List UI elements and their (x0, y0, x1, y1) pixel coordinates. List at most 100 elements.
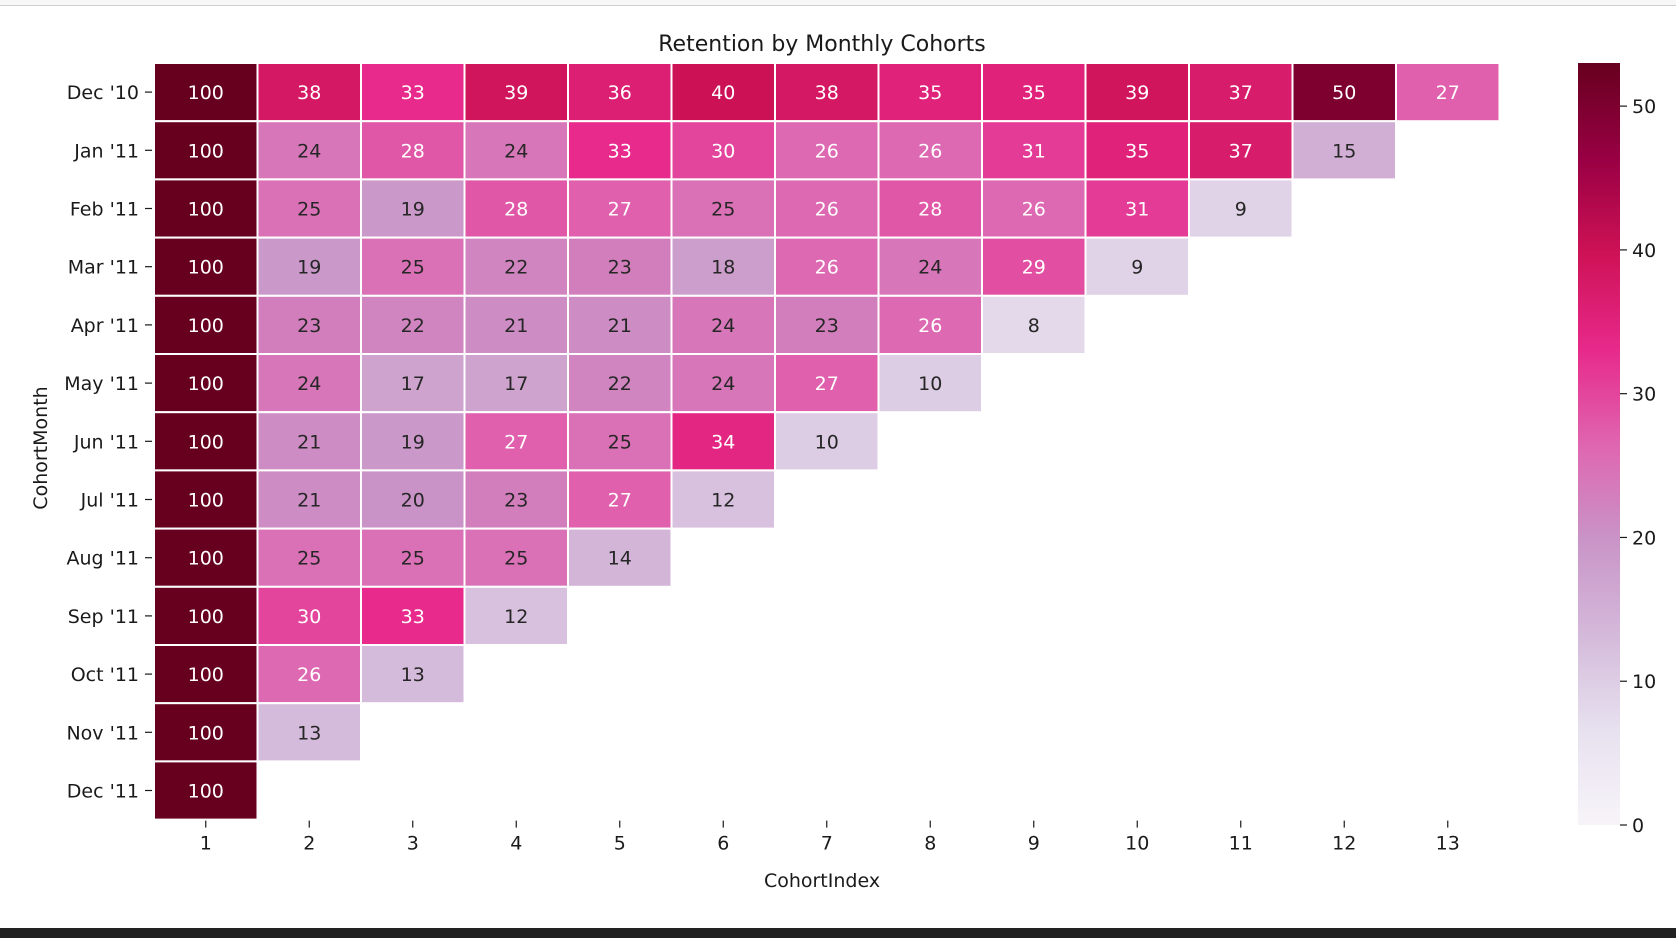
heatmap-cell (1084, 120, 1190, 181)
heatmap-cell (463, 527, 569, 588)
cell-value-label: 24 (711, 315, 735, 337)
heatmap-cell (256, 585, 362, 646)
cell-value-label: 26 (815, 199, 839, 221)
cell-value-label: 37 (1229, 82, 1253, 104)
cell-value-label: 26 (1022, 199, 1046, 221)
heatmap-cell (256, 178, 362, 239)
heatmap-cell (256, 62, 362, 123)
cell-value-label: 100 (188, 315, 224, 337)
y-tick-label: Mar '11 (68, 257, 139, 279)
cell-value-label: 21 (297, 431, 321, 453)
heatmap-cell (463, 120, 569, 181)
cell-value-label: 29 (1022, 257, 1046, 279)
cell-value-label: 19 (401, 431, 425, 453)
heatmap-cell (1395, 62, 1501, 123)
chart-title: Retention by Monthly Cohorts (658, 32, 986, 57)
cell-value-label: 25 (504, 548, 528, 570)
x-tick-label: 8 (924, 833, 936, 855)
cell-value-label: 25 (401, 257, 425, 279)
cell-value-label: 39 (504, 82, 528, 104)
colorbar-tick-label: 30 (1632, 384, 1656, 406)
cell-value-label: 27 (608, 490, 632, 512)
heatmap-cell (256, 294, 362, 355)
y-tick-label: Sep '11 (68, 606, 139, 628)
colorbar-tick-label: 40 (1632, 240, 1656, 262)
cell-value-label: 24 (297, 140, 321, 162)
y-tick-label: Feb '11 (70, 199, 139, 221)
cell-value-label: 13 (401, 664, 425, 686)
cell-value-label: 35 (1125, 140, 1149, 162)
cell-value-label: 38 (815, 82, 839, 104)
cell-value-label: 23 (504, 490, 528, 512)
colorbar-tick-label: 50 (1632, 96, 1656, 118)
heatmap-cell (360, 411, 466, 472)
heatmap-cell (153, 62, 259, 123)
cell-value-label: 100 (188, 781, 224, 803)
cell-value-label: 27 (608, 199, 632, 221)
heatmap-cell (256, 644, 362, 705)
cell-value-label: 40 (711, 82, 735, 104)
heatmap-cell (567, 527, 673, 588)
heatmap-cell (774, 120, 880, 181)
cell-value-label: 21 (297, 490, 321, 512)
heatmap-cell (877, 236, 983, 297)
cell-value-label: 12 (504, 606, 528, 628)
x-tick-label: 7 (821, 833, 833, 855)
y-tick-labels: Dec '10 Jan '11 Feb '11 Mar '11 Apr '11 May '… (64, 82, 152, 803)
heatmap-cell (877, 294, 983, 355)
x-tick-label: 6 (717, 833, 729, 855)
x-tick-label: 12 (1332, 833, 1356, 855)
y-tick-label: Oct '11 (71, 664, 139, 686)
y-tick-label: Aug '11 (66, 548, 139, 570)
cell-value-label: 24 (918, 257, 942, 279)
cell-value-label: 25 (711, 199, 735, 221)
cell-value-label: 100 (188, 82, 224, 104)
cell-value-label: 25 (401, 548, 425, 570)
heatmap-cell (463, 411, 569, 472)
heatmap-cell (153, 527, 259, 588)
heatmap-cell (256, 527, 362, 588)
heatmap-cell (877, 353, 983, 414)
heatmap-cell (153, 760, 259, 821)
x-tick-label: 3 (407, 833, 419, 855)
cell-value-label: 30 (711, 140, 735, 162)
heatmap-cell (981, 294, 1087, 355)
x-tick-label: 11 (1229, 833, 1253, 855)
colorbar (1578, 63, 1620, 825)
heatmap-cell (877, 120, 983, 181)
cell-value-label: 100 (188, 257, 224, 279)
cell-value-label: 13 (297, 722, 321, 744)
cell-value-label: 37 (1229, 140, 1253, 162)
cell-value-label: 22 (504, 257, 528, 279)
cell-value-label: 100 (188, 140, 224, 162)
heatmap-cell (463, 178, 569, 239)
cell-value-label: 26 (815, 257, 839, 279)
heatmap-cell (1084, 178, 1190, 239)
x-tick-labels: 1 2 3 4 5 6 7 8 9 10 11 12 13 (200, 820, 1460, 855)
heatmap-cell (670, 178, 776, 239)
heatmap-cell (774, 411, 880, 472)
heatmap-cell (463, 585, 569, 646)
cell-value-label: 25 (297, 548, 321, 570)
cell-value-label: 33 (608, 140, 632, 162)
heatmap-cell (1291, 120, 1397, 181)
heatmap-cell (774, 236, 880, 297)
heatmap-cell (153, 120, 259, 181)
heatmap-cell (360, 120, 466, 181)
cell-value-label: 24 (297, 373, 321, 395)
heatmap-cell (981, 120, 1087, 181)
cell-value-label: 26 (297, 664, 321, 686)
cell-value-label: 25 (608, 431, 632, 453)
cell-value-label: 33 (401, 606, 425, 628)
cell-value-label: 28 (504, 199, 528, 221)
cell-value-label: 27 (504, 431, 528, 453)
x-tick-label: 2 (303, 833, 315, 855)
cell-value-label: 25 (297, 199, 321, 221)
cell-value-label: 100 (188, 373, 224, 395)
y-tick-label: May '11 (64, 373, 139, 395)
cell-value-label: 23 (815, 315, 839, 337)
cell-value-label: 20 (401, 490, 425, 512)
cell-value-label: 100 (188, 664, 224, 686)
heatmap-cell (567, 294, 673, 355)
y-tick-label: Nov '11 (66, 722, 139, 744)
